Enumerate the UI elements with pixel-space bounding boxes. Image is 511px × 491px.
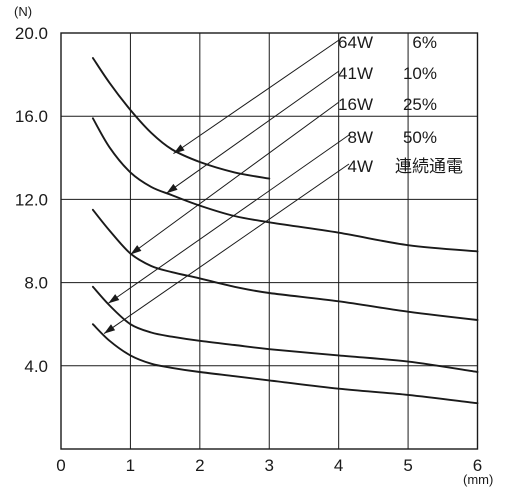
series-line-41w: [91, 117, 479, 253]
leader-line: [166, 70, 340, 194]
series-line-4w: [91, 323, 479, 405]
plot-frame: [60, 32, 479, 450]
legend-power-label: 4W: [348, 157, 374, 176]
leader-arrowhead: [104, 324, 116, 334]
leader-arrowhead: [166, 183, 178, 194]
legend-duty-label: 50%: [403, 128, 437, 147]
x-tick-label: 6: [473, 456, 482, 475]
tick-labels: 0 1 2 3 4 5 6 4.0 8.0 12.0 16.0 20.0: [15, 24, 482, 475]
x-tick-label: 2: [195, 456, 204, 475]
x-tick-label: 1: [126, 456, 135, 475]
leader-line: [107, 134, 350, 304]
series-line-64w: [91, 57, 271, 180]
series-line-8w: [91, 285, 479, 373]
leader-arrowhead: [130, 245, 142, 255]
legend-duty-label: 連続通電: [395, 157, 463, 176]
legend-duty-label: 10%: [403, 64, 437, 83]
legend-duty-label: 25%: [403, 95, 437, 114]
y-tick-label: 16.0: [15, 107, 48, 126]
series-line-16w: [91, 208, 479, 321]
y-tick-label: 12.0: [15, 190, 48, 209]
x-tick-label: 4: [334, 456, 343, 475]
y-axis-unit: (N): [14, 4, 32, 19]
legend-leaders: [103, 39, 350, 334]
y-tick-label: 8.0: [24, 274, 48, 293]
y-tick-label: 20.0: [15, 24, 48, 43]
legend-power-label: 16W: [338, 95, 373, 114]
x-tick-label: 5: [403, 456, 412, 475]
leader-line: [173, 39, 340, 155]
x-tick-label: 0: [56, 456, 65, 475]
legend-power-label: 8W: [348, 128, 374, 147]
legend-power-label: 64W: [338, 33, 373, 52]
leader-line: [130, 101, 340, 255]
leader-arrowhead: [108, 294, 120, 304]
legend: 64W 6% 41W 10% 16W 25% 8W 50% 4W 連続通電: [338, 33, 463, 176]
y-tick-label: 4.0: [24, 357, 48, 376]
leader-line: [103, 163, 350, 334]
x-axis-unit: (mm): [463, 472, 493, 487]
legend-duty-label: 6%: [412, 33, 437, 52]
x-tick-label: 3: [265, 456, 274, 475]
leader-arrowhead: [173, 144, 185, 154]
series-curves: [91, 57, 479, 405]
legend-power-label: 41W: [338, 64, 373, 83]
